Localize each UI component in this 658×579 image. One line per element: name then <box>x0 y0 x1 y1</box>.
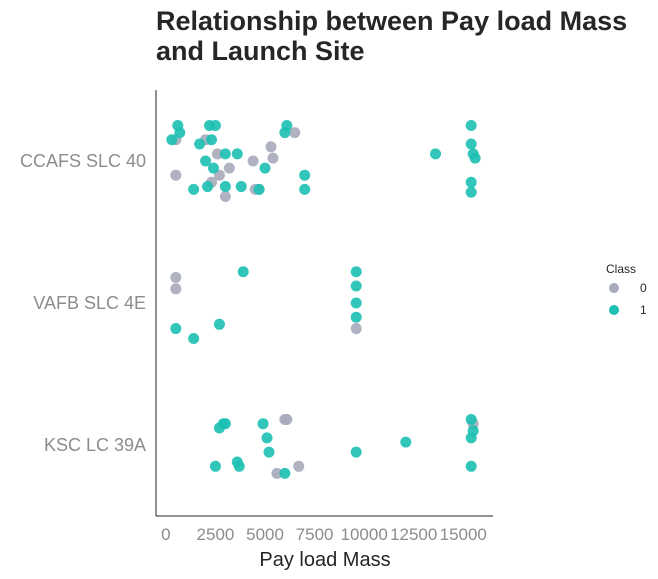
data-point-class-0 <box>170 169 182 181</box>
data-point-class-1 <box>174 127 186 139</box>
data-point-class-0 <box>267 152 279 164</box>
data-point-class-1 <box>166 134 178 146</box>
data-point-class-1 <box>207 162 219 174</box>
data-point-class-1 <box>465 460 477 472</box>
data-point-class-1 <box>350 266 362 278</box>
data-point-class-1 <box>430 148 442 160</box>
data-point-class-0 <box>265 141 277 153</box>
y-tick-label: CCAFS SLC 40 <box>20 151 146 171</box>
x-tick-label: 12500 <box>390 525 437 544</box>
data-point-class-1 <box>206 134 218 146</box>
data-point-class-0 <box>170 283 182 295</box>
data-point-class-0 <box>281 413 293 425</box>
data-point-class-1 <box>237 266 249 278</box>
data-point-class-1 <box>263 446 275 458</box>
data-point-class-1 <box>257 418 269 430</box>
legend: Class 0 1 <box>606 262 647 317</box>
data-point-class-1 <box>209 120 221 131</box>
data-point-class-1 <box>170 323 182 335</box>
data-point-class-0 <box>271 467 283 479</box>
data-point-class-1 <box>209 460 221 472</box>
data-point-class-1 <box>299 169 311 181</box>
y-tick-label: KSC LC 39A <box>44 435 146 455</box>
x-tick-label: 7500 <box>296 525 334 544</box>
data-point-class-0 <box>350 323 362 335</box>
data-point-class-1 <box>188 333 200 344</box>
data-point-class-0 <box>219 191 231 202</box>
data-point-class-1 <box>465 120 477 131</box>
data-point-class-1 <box>219 148 231 160</box>
data-point-class-1 <box>281 120 293 131</box>
data-point-class-1 <box>235 181 247 193</box>
data-point-class-0 <box>211 148 223 160</box>
x-tick-label: 5000 <box>246 525 284 544</box>
data-point-class-1 <box>469 152 481 164</box>
legend-marker-0 <box>609 283 619 293</box>
y-tick-label: VAFB SLC 4E <box>33 293 146 313</box>
data-point-class-1 <box>231 148 243 160</box>
chart-title-line-1: Relationship between Pay load Mass <box>156 6 627 36</box>
data-point-class-1 <box>233 460 245 472</box>
data-point-class-1 <box>261 432 273 444</box>
legend-title: Class <box>606 262 636 276</box>
data-point-class-1 <box>350 280 362 292</box>
data-point-class-0 <box>223 162 235 174</box>
legend-marker-1 <box>609 305 619 315</box>
data-point-class-0 <box>293 460 305 472</box>
chart-title-line-2: and Launch Site <box>156 36 365 66</box>
data-point-class-1 <box>350 297 362 309</box>
data-point-class-1 <box>188 183 200 195</box>
data-point-class-1 <box>299 183 311 195</box>
data-point-class-1 <box>465 176 477 188</box>
data-point-class-1 <box>279 467 291 479</box>
data-point-class-1 <box>350 446 362 458</box>
data-point-class-1 <box>259 162 271 174</box>
data-point-class-0 <box>170 271 182 283</box>
data-point-class-1 <box>350 311 362 323</box>
data-point-class-1 <box>219 418 231 430</box>
x-tick-label: 0 <box>161 525 170 544</box>
data-point-class-1 <box>213 318 225 330</box>
data-point-class-1 <box>219 181 231 193</box>
data-point-class-0 <box>247 155 259 167</box>
data-point-class-0 <box>289 127 301 139</box>
x-tick-labels: 0 2500 5000 7500 10000 12500 15000 <box>161 525 487 544</box>
x-axis-label: Pay load Mass <box>259 549 390 571</box>
data-point-class-1 <box>400 436 412 448</box>
data-point-class-1 <box>465 186 477 198</box>
data-point-class-1 <box>202 181 214 193</box>
data-point-class-1 <box>465 432 477 444</box>
legend-label-1: 1 <box>640 303 647 317</box>
data-point-class-1 <box>200 155 212 167</box>
data-point-class-1 <box>465 138 477 150</box>
data-point-class-1 <box>465 413 477 425</box>
x-tick-label: 2500 <box>197 525 235 544</box>
data-point-class-1 <box>253 183 265 195</box>
plot-points <box>166 120 481 479</box>
y-tick-labels: CCAFS SLC 40 VAFB SLC 4E KSC LC 39A <box>20 151 146 455</box>
x-tick-label: 10000 <box>341 525 388 544</box>
legend-label-0: 0 <box>640 281 647 295</box>
x-tick-label: 15000 <box>440 525 487 544</box>
data-point-class-1 <box>194 138 206 150</box>
